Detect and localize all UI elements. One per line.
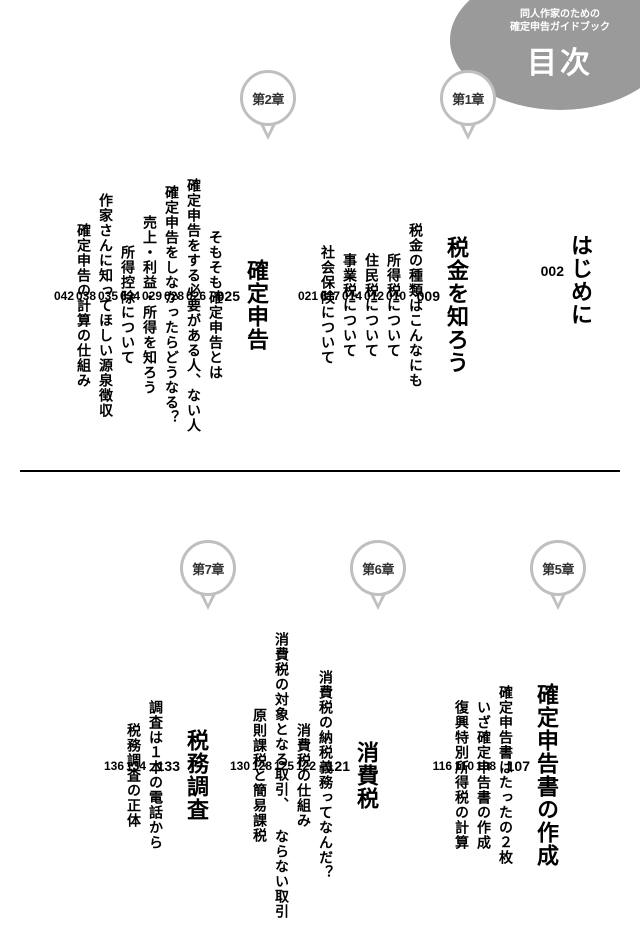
- ch2-sub-0-page: 026: [186, 289, 206, 321]
- ch1-sub-3-page: 017: [320, 289, 340, 321]
- ch5-badge: 第5章: [530, 540, 586, 596]
- ch6-sub-0: 消費税の納税義務ってなんだ？122: [314, 490, 336, 930]
- ch5-sub-2: 復興特別所得税の計算116: [450, 490, 472, 930]
- ch1-sub-1: 所得税について012: [382, 20, 404, 460]
- ch7-sub-0: 調査は１本の電話から134: [144, 490, 166, 930]
- ch6-badge-tail: [370, 594, 386, 610]
- ch1-sub-0: 税金の種類はこんなにも010: [404, 20, 426, 460]
- ch1-sub-4-page: 021: [298, 289, 318, 321]
- ch7-badge: 第7章: [180, 540, 236, 596]
- ch2-sub-5-page: 038: [76, 289, 96, 321]
- ch1-sub-2-page: 014: [342, 289, 362, 321]
- ch7-title-page: 133: [157, 758, 180, 792]
- ch1-title-label: 税金を知ろう: [440, 236, 472, 374]
- ch1-badge-label: 第1章: [452, 89, 484, 108]
- ch2-badge-label: 第2章: [252, 89, 284, 108]
- top-half: はじめに002 第1章税金を知ろう009税金の種類はこんなにも010所得税について…: [0, 20, 640, 460]
- ch1-sub-4: 社会保険について021: [316, 20, 338, 460]
- ch2-sub-3: 売上・利益・所得を知ろう034: [138, 20, 160, 460]
- bottom-half: 第5章確定申告書の作成107確定申告書はたったの２枚108いざ確定申告書の作成1…: [0, 490, 640, 930]
- ch6-sub-3: 原則課税と簡易課税130: [248, 490, 270, 930]
- ch1-title-page: 009: [417, 288, 440, 322]
- ch2-title-page: 025: [217, 288, 240, 322]
- ch7-title-label: 税務調査: [180, 729, 212, 821]
- ch6-sub-1-page: 125: [274, 759, 294, 791]
- ch6-sub-3-page: 130: [230, 759, 250, 791]
- ch5-sub-0: 確定申告書はたったの２枚108: [494, 490, 516, 930]
- ch2-sub-6: 確定申告の計算の仕組み042: [72, 20, 94, 460]
- ch1-sub-3: 事業税について017: [338, 20, 360, 460]
- ch2-sub-4: 所得控除について035: [116, 20, 138, 460]
- ch5-title-label: 確定申告書の作成: [530, 683, 562, 867]
- intro-page: 002: [541, 263, 564, 297]
- ch5-badge-label: 第5章: [542, 559, 574, 578]
- ch2-sub-1: 確定申告をする必要がある人︑ない人028: [182, 20, 204, 460]
- ch1-sub-1-page: 012: [364, 289, 384, 321]
- ch5-sub-1-page: 110: [455, 759, 474, 791]
- ch5-sub-0-page: 108: [476, 759, 496, 791]
- ch1-sub-0-page: 010: [386, 289, 406, 321]
- ch2-sub-0: そもそも確定申告とは026: [204, 20, 226, 460]
- ch2-sub-5: 作家さんに知ってほしい源泉徴収038: [94, 20, 116, 460]
- ch1-badge-tail: [460, 124, 476, 140]
- ch2-sub-3-page: 034: [120, 289, 140, 321]
- ch5-sub-1: いざ確定申告書の作成110: [472, 490, 494, 930]
- ch5-sub-2-page: 116: [433, 759, 452, 791]
- ch6-sub-0-page: 122: [296, 759, 316, 791]
- ch7-sub-1: 税務調査の正体136: [122, 490, 144, 930]
- ch6-badge: 第6章: [350, 540, 406, 596]
- ch1-sub-2: 住民税について014: [360, 20, 382, 460]
- ch2-sub-2: 確定申告をしなかったらどうなる？029: [160, 20, 182, 460]
- ch6-title-label: 消費税: [350, 741, 382, 810]
- ch2-badge: 第2章: [240, 70, 296, 126]
- ch6-badge-label: 第6章: [362, 559, 394, 578]
- ch5-badge-tail: [550, 594, 566, 610]
- ch6-title-page: 121: [327, 758, 350, 792]
- intro-column: はじめに002: [560, 20, 596, 460]
- intro: はじめに002: [560, 20, 596, 460]
- ch2-sub-6-page: 042: [54, 289, 74, 321]
- ch6-sub-2-page: 128: [252, 759, 272, 791]
- ch1-badge: 第1章: [440, 70, 496, 126]
- ch7-badge-label: 第7章: [192, 559, 224, 578]
- ch5-title-page: 107: [507, 758, 530, 792]
- ch2-sub-2-page: 029: [142, 289, 162, 321]
- ch2-sub-1-page: 028: [164, 289, 184, 321]
- intro-label: はじめに: [564, 234, 596, 326]
- divider: [20, 470, 620, 472]
- ch6-sub-2: 消費税の対象となる取引︑ ならない取引128: [270, 490, 292, 930]
- ch7-sub-1-page: 136: [104, 759, 124, 791]
- ch2-sub-4-page: 035: [98, 289, 118, 321]
- ch2-badge-tail: [260, 124, 276, 140]
- ch6-sub-1: 消費税の仕組み125: [292, 490, 314, 930]
- ch2-title-label: 確定申告: [240, 259, 272, 351]
- ch7-sub-0-page: 134: [126, 759, 146, 791]
- ch7-badge-tail: [200, 594, 216, 610]
